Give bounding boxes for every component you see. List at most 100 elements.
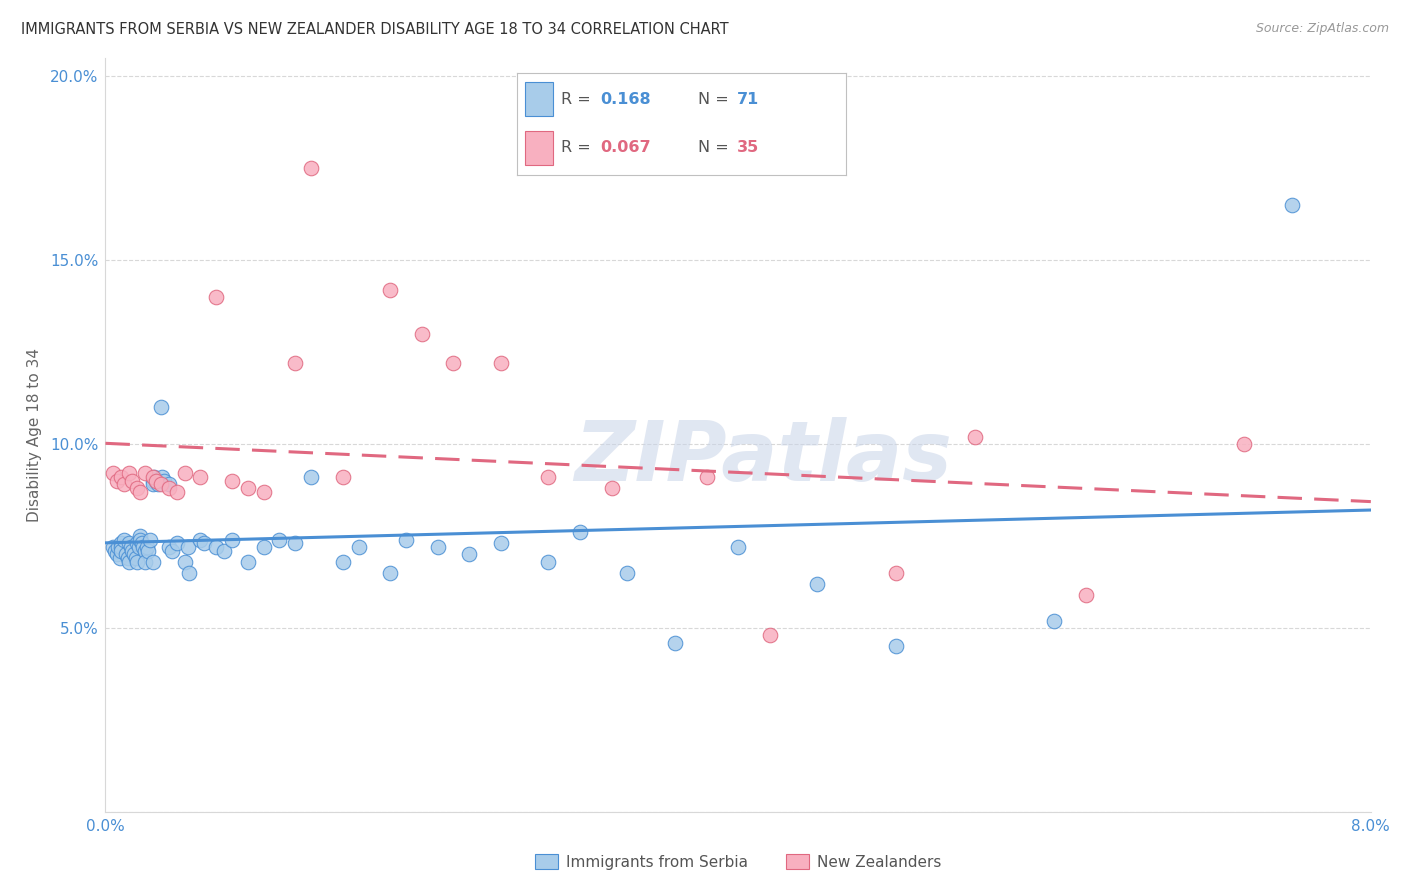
- Point: [965, 430, 987, 444]
- Point: [136, 543, 159, 558]
- Point: [134, 543, 156, 558]
- Point: [110, 543, 132, 558]
- Point: [153, 474, 176, 488]
- Point: [118, 467, 141, 481]
- Point: [103, 540, 125, 554]
- Point: [696, 470, 718, 484]
- Point: [142, 555, 165, 569]
- Point: [886, 566, 908, 580]
- Point: [105, 547, 128, 561]
- Point: [212, 543, 235, 558]
- Point: [616, 566, 638, 580]
- Point: [129, 484, 152, 499]
- Point: [886, 640, 908, 654]
- Point: [332, 555, 354, 569]
- Point: [149, 477, 172, 491]
- Point: [110, 540, 132, 554]
- Point: [127, 481, 149, 495]
- Point: [152, 470, 174, 484]
- Point: [122, 547, 145, 561]
- Point: [664, 635, 686, 649]
- Point: [806, 576, 828, 591]
- Point: [188, 470, 211, 484]
- Point: [134, 467, 156, 481]
- Point: [160, 543, 183, 558]
- Point: [193, 536, 215, 550]
- Point: [378, 566, 402, 580]
- Point: [537, 470, 560, 484]
- Point: [135, 540, 157, 554]
- Point: [142, 477, 165, 491]
- Text: IMMIGRANTS FROM SERBIA VS NEW ZEALANDER DISABILITY AGE 18 TO 34 CORRELATION CHAR: IMMIGRANTS FROM SERBIA VS NEW ZEALANDER …: [21, 22, 728, 37]
- Point: [347, 540, 370, 554]
- Point: [177, 540, 200, 554]
- Point: [132, 540, 155, 554]
- Point: [110, 470, 132, 484]
- Y-axis label: Disability Age 18 to 34: Disability Age 18 to 34: [27, 348, 42, 522]
- Text: Source: ZipAtlas.com: Source: ZipAtlas.com: [1256, 22, 1389, 36]
- Point: [117, 551, 139, 566]
- Point: [127, 536, 149, 550]
- Point: [284, 536, 307, 550]
- Point: [205, 290, 228, 304]
- Point: [108, 551, 131, 566]
- Point: [1233, 437, 1256, 451]
- Point: [134, 555, 156, 569]
- Point: [537, 555, 560, 569]
- Point: [269, 533, 291, 547]
- Point: [166, 536, 188, 550]
- Point: [236, 555, 259, 569]
- Point: [110, 536, 132, 550]
- Point: [441, 356, 464, 370]
- Point: [1074, 588, 1097, 602]
- Point: [121, 543, 143, 558]
- Legend: Immigrants from Serbia, New Zealanders: Immigrants from Serbia, New Zealanders: [529, 847, 948, 876]
- Point: [253, 484, 276, 499]
- Point: [146, 477, 169, 491]
- Point: [188, 533, 211, 547]
- Point: [114, 477, 135, 491]
- Point: [142, 470, 165, 484]
- Point: [145, 474, 167, 488]
- Point: [173, 555, 195, 569]
- Point: [426, 540, 449, 554]
- Point: [759, 628, 782, 642]
- Point: [121, 474, 143, 488]
- Point: [299, 161, 322, 176]
- Point: [103, 467, 125, 481]
- Point: [284, 356, 307, 370]
- Point: [104, 543, 127, 558]
- Point: [568, 525, 591, 540]
- Point: [157, 540, 180, 554]
- Point: [120, 540, 142, 554]
- Point: [458, 547, 481, 561]
- Point: [124, 551, 146, 566]
- Point: [332, 470, 354, 484]
- Point: [1281, 198, 1303, 212]
- Point: [299, 470, 322, 484]
- Point: [115, 547, 138, 561]
- Point: [127, 555, 149, 569]
- Point: [142, 474, 165, 488]
- Point: [205, 540, 228, 554]
- Point: [149, 401, 172, 415]
- Point: [105, 474, 128, 488]
- Point: [129, 533, 152, 547]
- Point: [395, 533, 418, 547]
- Point: [128, 540, 150, 554]
- Point: [131, 536, 153, 550]
- Point: [253, 540, 276, 554]
- Point: [129, 529, 152, 543]
- Point: [107, 540, 129, 554]
- Point: [727, 540, 749, 554]
- Point: [118, 536, 141, 550]
- Point: [378, 283, 402, 297]
- Point: [236, 481, 259, 495]
- Point: [221, 533, 243, 547]
- Point: [166, 484, 188, 499]
- Point: [173, 467, 195, 481]
- Point: [489, 356, 512, 370]
- Point: [114, 533, 135, 547]
- Point: [145, 474, 167, 488]
- Point: [221, 474, 243, 488]
